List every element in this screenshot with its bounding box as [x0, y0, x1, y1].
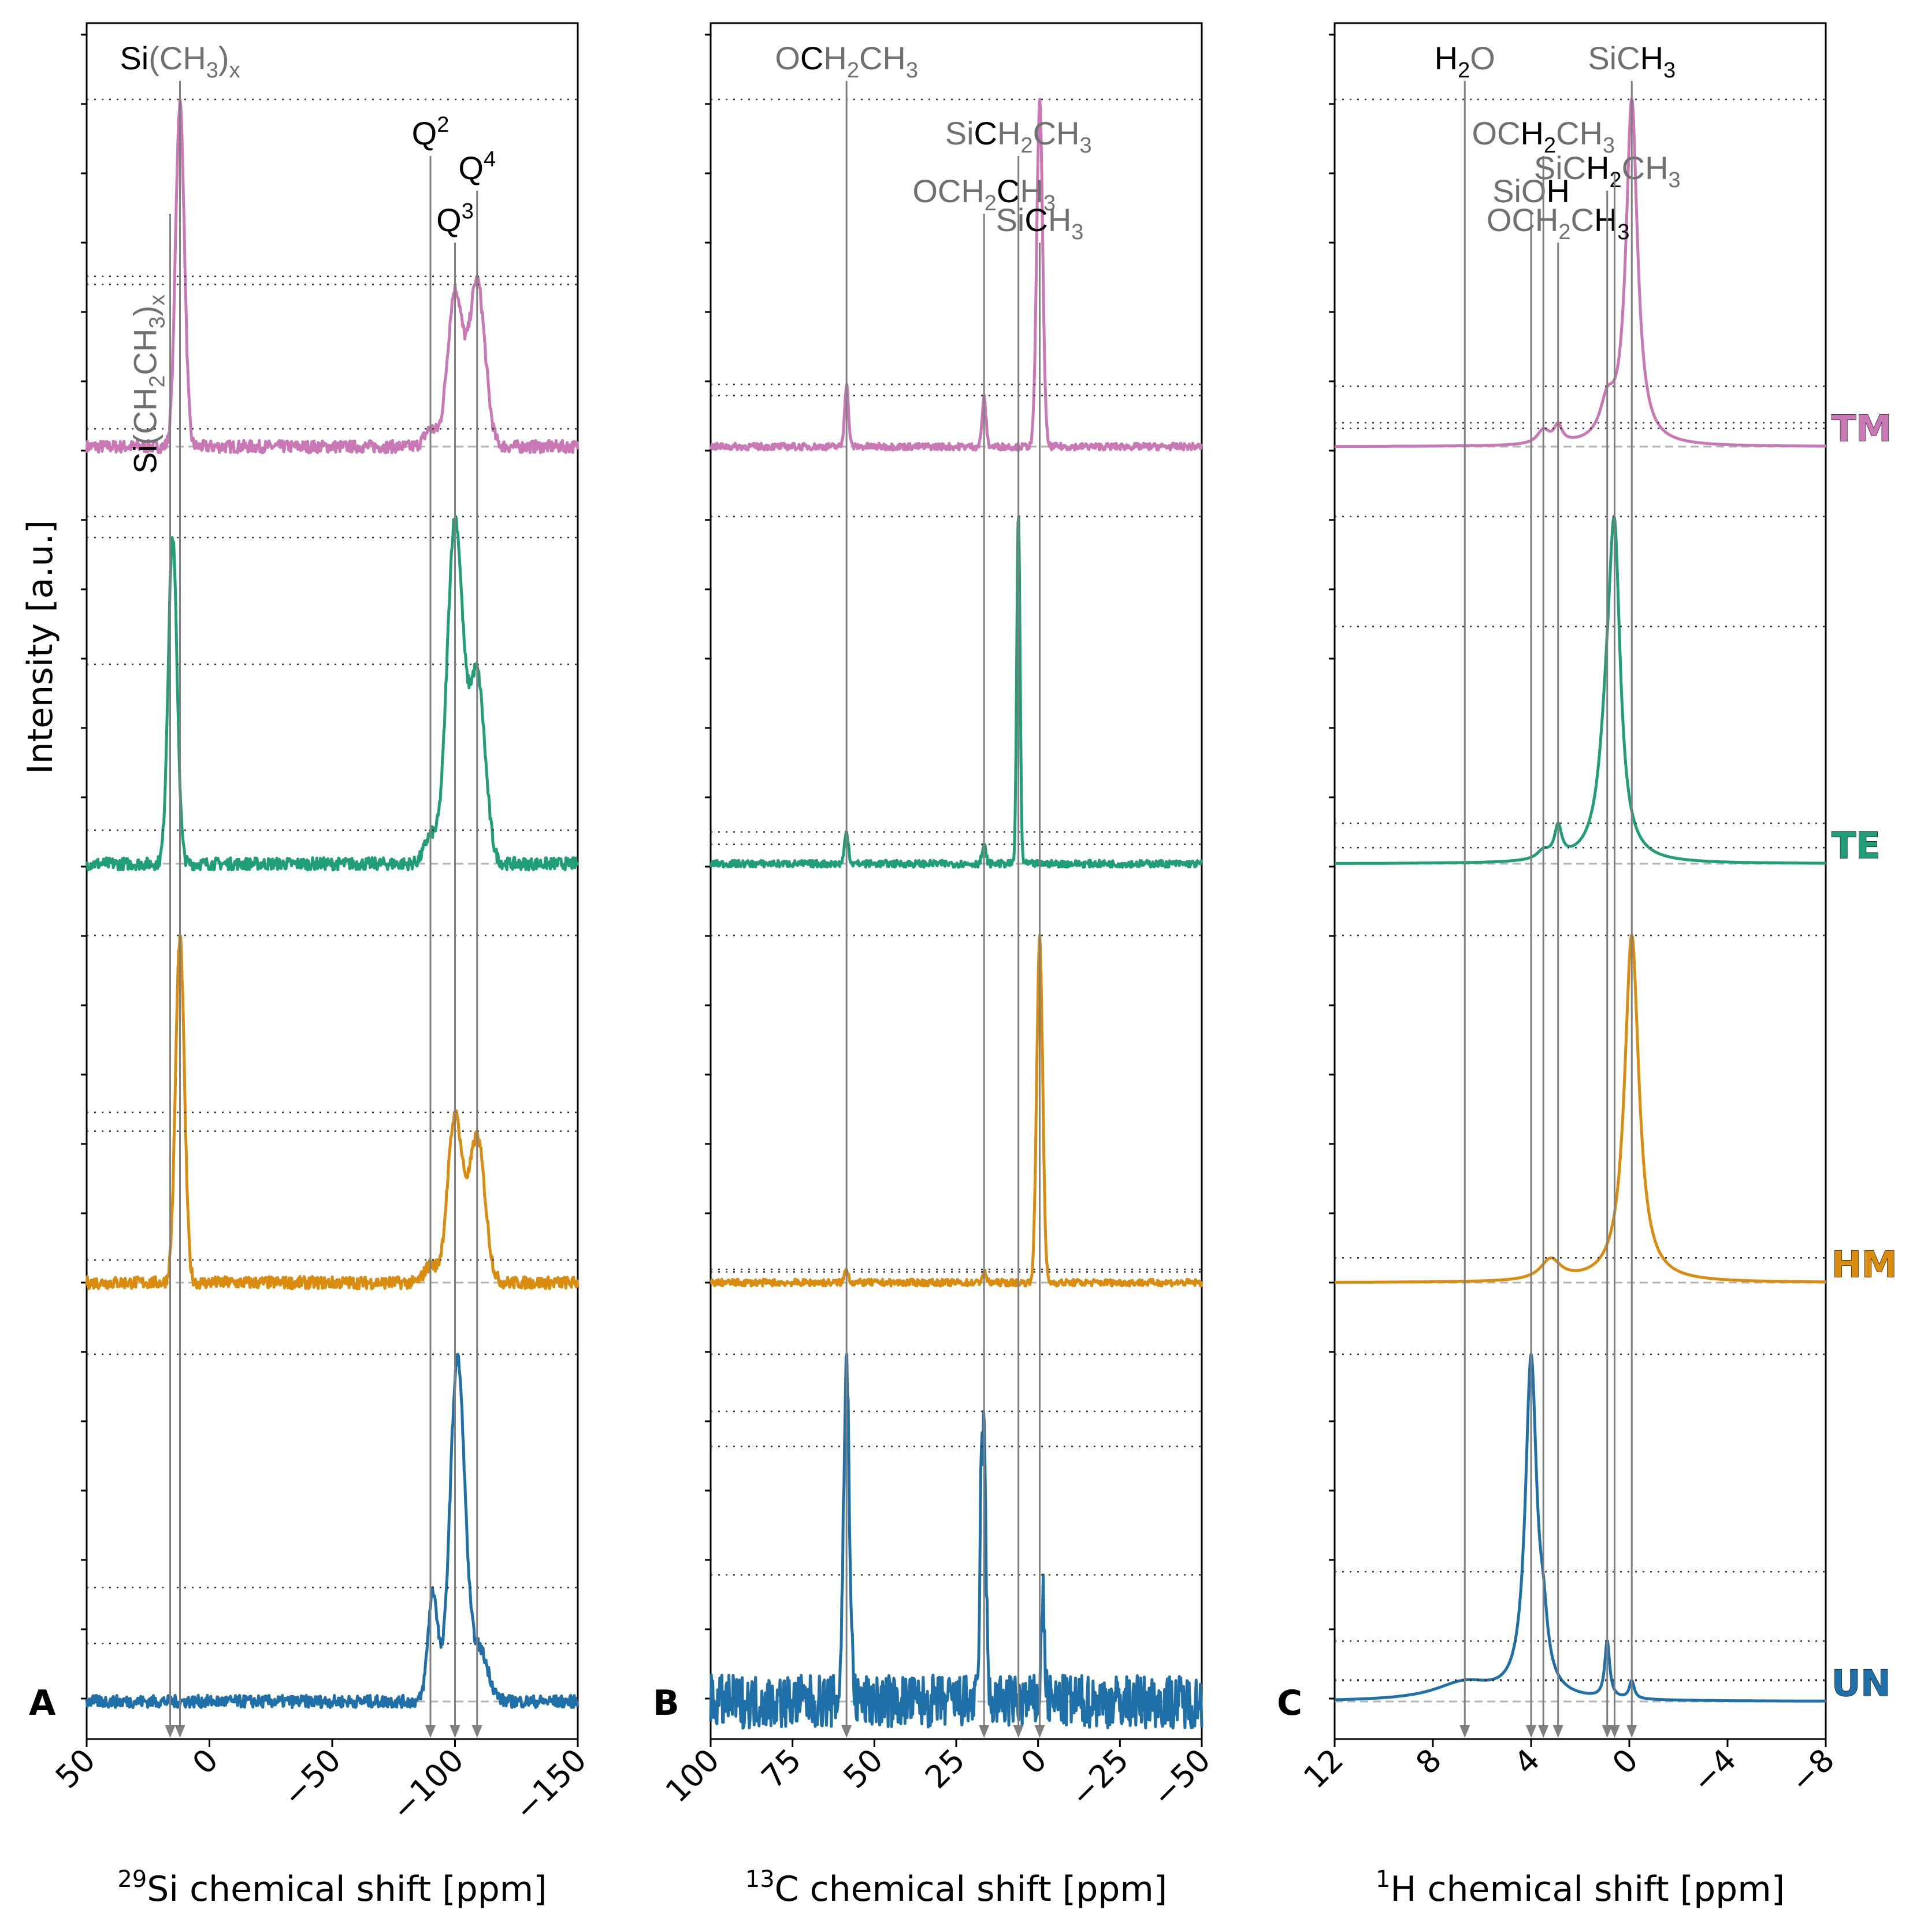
x-tick-label: −50 [1145, 1742, 1217, 1814]
x-axis-label: 1H chemical shift [ppm] [1376, 1866, 1785, 1909]
marker-arrow [165, 1725, 176, 1738]
peak-label: SiCH2​CH3​ [945, 115, 1092, 158]
peak-label: OCH2​CH3​ [1472, 115, 1615, 158]
x-tick-label: 8 [1409, 1742, 1448, 1782]
peak-label: Si(CH3​)x​ [120, 40, 240, 83]
peak-label: Q4​ [458, 147, 496, 186]
panel-B: 100 75 50 25 0 −25 −50 13C chemical shift [ppm]… [653, 22, 1217, 1909]
panel-letter: C [1277, 1683, 1302, 1723]
spectrum-TM [1333, 98, 1827, 448]
marker-arrow [1552, 1725, 1563, 1738]
spectrum-HM [85, 934, 580, 1291]
marker-arrow [1609, 1725, 1620, 1738]
x-tick-label: 0 [1014, 1742, 1054, 1782]
marker-arrow [1013, 1725, 1024, 1738]
axes-frame [710, 22, 1203, 1740]
x-tick-label: 50 [836, 1742, 890, 1796]
spectrum-TE [85, 515, 580, 872]
panel-A: 50 0 −50 −100 −150 29Si chemical shift [ppm] A… [29, 22, 593, 1909]
peak-label: Si(CH2​CH3​)x​ [127, 295, 170, 474]
marker-arrow [979, 1725, 990, 1738]
spectrum-UN [709, 1353, 1203, 1730]
x-tick-label: 50 [49, 1742, 102, 1796]
x-tick-label: 0 [1605, 1742, 1645, 1782]
marker-arrow [1459, 1725, 1470, 1738]
spectrum-HM [710, 934, 1203, 1288]
series-label-UN: UN [1832, 1662, 1890, 1704]
x-tick-label: −50 [276, 1742, 348, 1814]
spectrum-UN [85, 1353, 580, 1710]
peak-label: Q2​ [412, 113, 450, 151]
marker-arrow [1626, 1725, 1637, 1738]
x-tick-label: −8 [1783, 1742, 1841, 1800]
peak-label: SiCH3​ [1588, 40, 1676, 83]
x-axis-label: 13C chemical shift [ppm] [745, 1866, 1167, 1909]
marker-arrow [1538, 1725, 1549, 1738]
spectrum-TM [85, 98, 580, 455]
marker-arrow [1034, 1725, 1045, 1738]
peak-label: Q3​ [436, 199, 474, 238]
spectrum-TE [709, 515, 1203, 869]
peak-label: SiCH3​ [996, 202, 1084, 244]
series-label-TE: TE [1832, 824, 1881, 867]
marker-arrow [471, 1725, 482, 1738]
panel-C: 12 8 4 0 −4 −8 1H chemical shift [ppm] C TM TE HM U… [1277, 22, 1897, 1909]
peak-label: SiCH2​CH3​ [1534, 150, 1681, 192]
peak-label: OCH2​CH3​ [1487, 202, 1630, 244]
panel-letter: A [29, 1683, 56, 1723]
marker-arrow [174, 1725, 185, 1738]
x-axis-label: 29Si chemical shift [ppm] [117, 1866, 547, 1909]
peak-label: SiOH [1492, 173, 1570, 209]
peak-label: OCH2​CH3​ [912, 173, 1056, 216]
y-axis-label: Intensity [a.u.] [20, 520, 61, 774]
x-tick-label: −4 [1685, 1742, 1743, 1800]
marker-arrow [450, 1725, 460, 1738]
axes-frame [86, 22, 579, 1740]
x-tick-label: 0 [185, 1742, 225, 1782]
x-tick-label: −25 [1063, 1742, 1135, 1814]
marker-arrow [425, 1725, 436, 1738]
panels: 50 0 −50 −100 −150 29Si chemical shift [ppm] A… [29, 22, 1897, 1909]
spectrum-TM [709, 98, 1203, 452]
x-tick-label: −100 [384, 1742, 470, 1828]
axes-frame [1333, 22, 1827, 1740]
x-tick-label: 12 [1297, 1742, 1350, 1796]
series-label-TM: TM [1832, 407, 1892, 449]
x-tick-label: 4 [1507, 1742, 1547, 1782]
x-tick-label: 75 [755, 1742, 808, 1796]
marker-arrow [1602, 1725, 1613, 1738]
peak-label: OCH2​CH3​ [775, 40, 918, 83]
x-tick-label: 100 [659, 1742, 726, 1810]
spectrum-TE [1333, 515, 1827, 865]
spectrum-UN [1333, 1353, 1827, 1703]
peak-label: H2​O [1435, 40, 1495, 83]
x-tick-label: −150 [507, 1742, 593, 1828]
spectrum-HM [1333, 934, 1827, 1284]
series-label-HM: HM [1832, 1243, 1897, 1285]
marker-arrow [1526, 1725, 1536, 1738]
x-tick-label: 25 [918, 1742, 972, 1796]
panel-letter: B [653, 1683, 679, 1723]
marker-arrow [841, 1725, 852, 1738]
